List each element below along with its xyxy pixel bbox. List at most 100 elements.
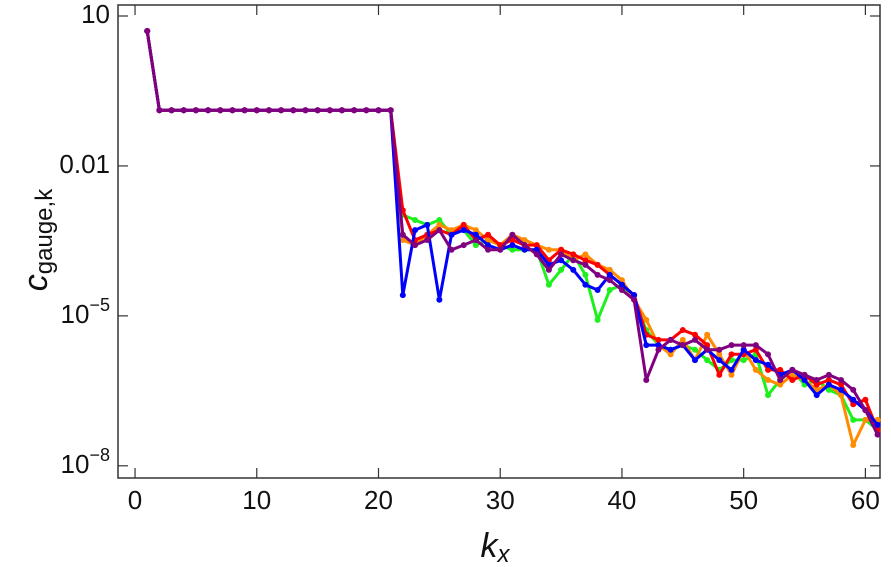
- data-point: [582, 271, 589, 278]
- data-point: [765, 377, 772, 384]
- data-point: [582, 281, 589, 288]
- data-point: [570, 251, 577, 258]
- y-tick-base: 10: [61, 449, 90, 479]
- data-point: [874, 431, 881, 438]
- data-point: [704, 331, 711, 338]
- plot-frame: [117, 4, 881, 479]
- data-point: [765, 392, 772, 399]
- data-point: [631, 292, 638, 299]
- x-tick-label: 20: [364, 485, 393, 515]
- data-point: [436, 227, 443, 234]
- data-point: [606, 286, 613, 293]
- data-point: [606, 266, 613, 273]
- data-point: [825, 371, 832, 378]
- data-point: [302, 107, 309, 114]
- x-tick-label: 0: [128, 485, 142, 515]
- data-point: [752, 346, 759, 353]
- data-point: [570, 257, 577, 264]
- data-point: [765, 361, 772, 368]
- data-point: [752, 342, 759, 349]
- data-point: [655, 336, 662, 343]
- data-point: [838, 392, 845, 399]
- y-tick-base: 10: [61, 299, 90, 329]
- data-point: [241, 107, 248, 114]
- data-point: [472, 231, 479, 238]
- data-point: [618, 286, 625, 293]
- data-point: [521, 242, 528, 249]
- data-point: [533, 246, 540, 253]
- data-point: [326, 107, 333, 114]
- data-point: [144, 28, 151, 35]
- data-point: [399, 231, 406, 238]
- data-point: [728, 351, 735, 358]
- data-point: [862, 407, 869, 414]
- data-point: [716, 351, 723, 358]
- data-point: [460, 242, 467, 249]
- data-point: [667, 351, 674, 358]
- data-point: [594, 271, 601, 278]
- data-point: [545, 266, 552, 273]
- data-point: [691, 336, 698, 343]
- data-point: [399, 292, 406, 299]
- data-point: [765, 366, 772, 373]
- data-point: [825, 381, 832, 388]
- data-point: [752, 357, 759, 364]
- data-point: [740, 346, 747, 353]
- data-point: [485, 246, 492, 253]
- data-point: [448, 246, 455, 253]
- data-point: [387, 107, 394, 114]
- data-point: [679, 336, 686, 343]
- data-point: [582, 251, 589, 258]
- data-point: [351, 107, 358, 114]
- data-point: [558, 266, 565, 273]
- data-point: [424, 236, 431, 243]
- data-point: [485, 236, 492, 243]
- data-point: [509, 242, 516, 249]
- data-point: [582, 257, 589, 264]
- data-point: [728, 371, 735, 378]
- data-point: [521, 246, 528, 253]
- data-point: [412, 227, 419, 234]
- data-point: [594, 286, 601, 293]
- data-point: [485, 242, 492, 249]
- data-point: [850, 386, 857, 393]
- data-point: [777, 381, 784, 388]
- data-point: [412, 216, 419, 223]
- data-point: [655, 346, 662, 353]
- data-point: [460, 221, 467, 228]
- data-point: [838, 377, 845, 384]
- data-point: [412, 242, 419, 249]
- data-point: [472, 227, 479, 234]
- data-point: [278, 107, 285, 114]
- data-point: [180, 107, 187, 114]
- data-point: [545, 246, 552, 253]
- data-point: [436, 216, 443, 223]
- data-point: [838, 386, 845, 393]
- data-point: [558, 251, 565, 258]
- data-point: [813, 381, 820, 388]
- data-point: [338, 107, 345, 114]
- data-point: [825, 377, 832, 384]
- data-point: [545, 281, 552, 288]
- data-point: [253, 107, 260, 114]
- data-point: [679, 342, 686, 349]
- data-point: [497, 246, 504, 253]
- data-point: [728, 342, 735, 349]
- data-point: [667, 346, 674, 353]
- data-point: [582, 261, 589, 268]
- data-point: [533, 251, 540, 258]
- data-point: [765, 351, 772, 358]
- data-point: [533, 242, 540, 249]
- data-point: [606, 277, 613, 284]
- data-point: [618, 281, 625, 288]
- data-point: [752, 366, 759, 373]
- data-point: [509, 231, 516, 238]
- data-point: [265, 107, 272, 114]
- data-point: [606, 271, 613, 278]
- data-point: [436, 296, 443, 303]
- data-point: [460, 227, 467, 234]
- data-point: [862, 396, 869, 403]
- data-point: [716, 371, 723, 378]
- data-point: [825, 386, 832, 393]
- data-point: [874, 421, 881, 428]
